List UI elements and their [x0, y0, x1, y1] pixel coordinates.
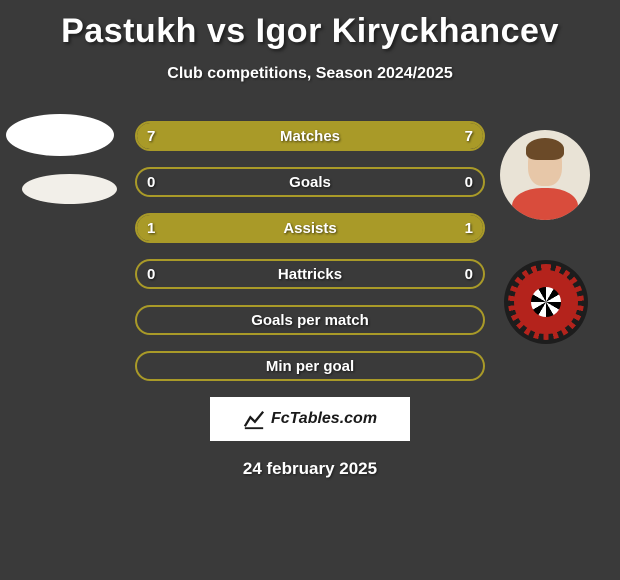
- stat-value-right: 0: [465, 174, 473, 191]
- brand-text: FcTables.com: [271, 410, 377, 428]
- stat-value-left: 1: [147, 220, 155, 237]
- stat-label: Hattricks: [137, 266, 483, 283]
- player1-avatar-shape-a: [6, 114, 114, 156]
- stat-row: Goals0 0: [135, 167, 485, 197]
- club-badge-inner: [514, 270, 578, 334]
- brand-badge[interactable]: FcTables.com: [210, 397, 410, 441]
- stat-row: Hattricks0 0: [135, 259, 485, 289]
- stat-value-right: 7: [465, 128, 473, 145]
- stat-value-right: 1: [465, 220, 473, 237]
- stat-value-left: 0: [147, 266, 155, 283]
- player2-avatar-body: [512, 188, 578, 220]
- date-label: 24 february 2025: [0, 459, 620, 479]
- club-badge: [504, 260, 588, 344]
- player2-avatar-hair: [526, 138, 564, 160]
- stat-label: Matches: [137, 128, 483, 145]
- stats-container: Matches77Goals00Assists11Hattricks00Goal…: [135, 121, 485, 381]
- stat-label: Min per goal: [137, 358, 483, 375]
- stat-row: Goals per match: [135, 305, 485, 335]
- player1-avatar-shape-b: [22, 174, 117, 204]
- stat-row: Matches7 7: [135, 121, 485, 151]
- stat-value-right: 0: [465, 266, 473, 283]
- stat-value-left: 7: [147, 128, 155, 145]
- player2-avatar: [500, 130, 590, 220]
- stat-value-left: 0: [147, 174, 155, 191]
- stat-label: Goals per match: [137, 312, 483, 329]
- stat-label: Goals: [137, 174, 483, 191]
- club-badge-spikes: [508, 264, 584, 340]
- stat-row: Assists1 1: [135, 213, 485, 243]
- brand-chart-icon: [243, 408, 265, 430]
- subtitle: Club competitions, Season 2024/2025: [0, 65, 620, 83]
- page-title: Pastukh vs Igor Kiryckhancev: [0, 0, 620, 51]
- stat-row: Min per goal: [135, 351, 485, 381]
- stat-label: Assists: [137, 220, 483, 237]
